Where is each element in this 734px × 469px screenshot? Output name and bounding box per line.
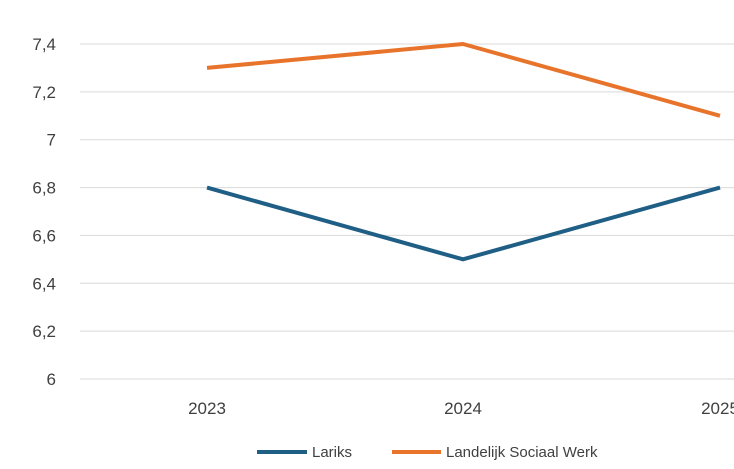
x-tick-label: 2023 <box>188 399 226 418</box>
series-lines <box>207 44 720 259</box>
y-tick-label: 7,2 <box>32 83 56 102</box>
y-tick-label: 7,4 <box>32 35 56 54</box>
y-tick-label: 6,4 <box>32 274 56 293</box>
y-tick-label: 6,8 <box>32 179 56 198</box>
x-axis-tick-labels: 2023 2024 2025 <box>188 399 734 418</box>
y-tick-label: 7 <box>47 131 56 150</box>
y-tick-label: 6,6 <box>32 226 56 245</box>
legend-label: Landelijk Sociaal Werk <box>446 444 598 461</box>
x-tick-label: 2025 <box>701 399 734 418</box>
y-tick-label: 6 <box>47 370 56 389</box>
series-line-2 <box>207 44 720 116</box>
series-line-1 <box>207 188 720 260</box>
y-tick-label: 6,2 <box>32 322 56 341</box>
legend-label: Lariks <box>312 444 352 461</box>
legend: Lariks Landelijk Sociaal Werk <box>257 444 598 461</box>
y-axis-tick-labels: 6 6,2 6,4 6,6 6,8 7 7,2 7,4 <box>32 35 56 389</box>
x-tick-label: 2024 <box>444 399 482 418</box>
